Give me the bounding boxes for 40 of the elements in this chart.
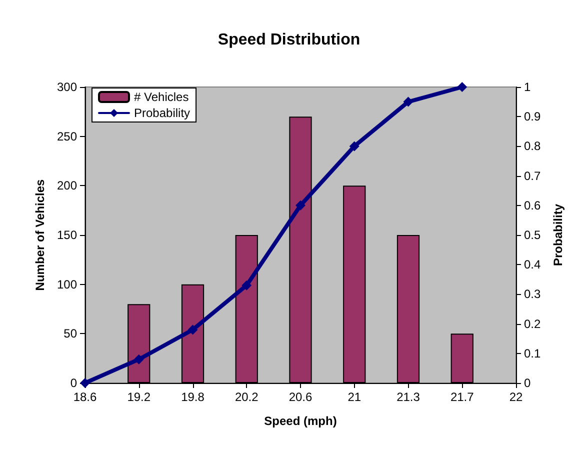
x-tick-label: 21.7	[450, 390, 474, 404]
x-axis-title: Speed (mph)	[264, 414, 337, 428]
y-tick-label: 100	[56, 277, 78, 292]
chart-title: Speed Distribution	[218, 32, 360, 48]
point	[403, 96, 414, 107]
y2-tick-label: 0.1	[524, 346, 542, 360]
y2-tick-label: 0.5	[524, 228, 542, 242]
y-axis-title: Number of Vehicles	[33, 178, 48, 291]
x-tick-label: 19.8	[181, 390, 205, 404]
y2-tick-label: 0.9	[524, 110, 542, 124]
y2-tick-label: 0.4	[524, 258, 542, 272]
x-tick-label: 20.2	[234, 390, 259, 404]
y-tick-label: 50	[64, 326, 78, 341]
y-tick-label: 200	[56, 178, 78, 193]
y2-axis-title: Probability	[551, 204, 565, 266]
legend-label: # Vehicles	[134, 90, 189, 104]
y-tick-label: 150	[56, 228, 78, 242]
y2-tick-label: 0	[524, 376, 531, 390]
x-tick-label: 19.2	[127, 390, 151, 404]
point	[296, 200, 306, 210]
x-tick-label: 21.3	[396, 390, 420, 404]
x-tick-label: 18.6	[73, 390, 97, 404]
point	[242, 280, 252, 290]
point	[134, 354, 144, 364]
y2-tick-label: 1	[524, 80, 531, 94]
y2-tick-label: 0.6	[524, 198, 542, 212]
y-tick-label: 250	[56, 129, 78, 144]
x-tick-label: 21	[348, 390, 362, 404]
y2-tick-label: 0.7	[524, 168, 542, 183]
point	[457, 82, 468, 92]
x-tick-label: 20.6	[288, 390, 312, 404]
y-tick-label: 300	[56, 80, 78, 94]
point	[349, 141, 360, 152]
point	[188, 324, 198, 335]
y-tick-label: 0	[70, 376, 78, 390]
legend-label: Probability	[134, 106, 190, 120]
y2-tick-label: 0.3	[524, 287, 542, 302]
y2-tick-label: 0.8	[524, 139, 542, 154]
x-tick-label: 22	[509, 390, 523, 404]
y2-tick-label: 0.2	[524, 316, 542, 331]
